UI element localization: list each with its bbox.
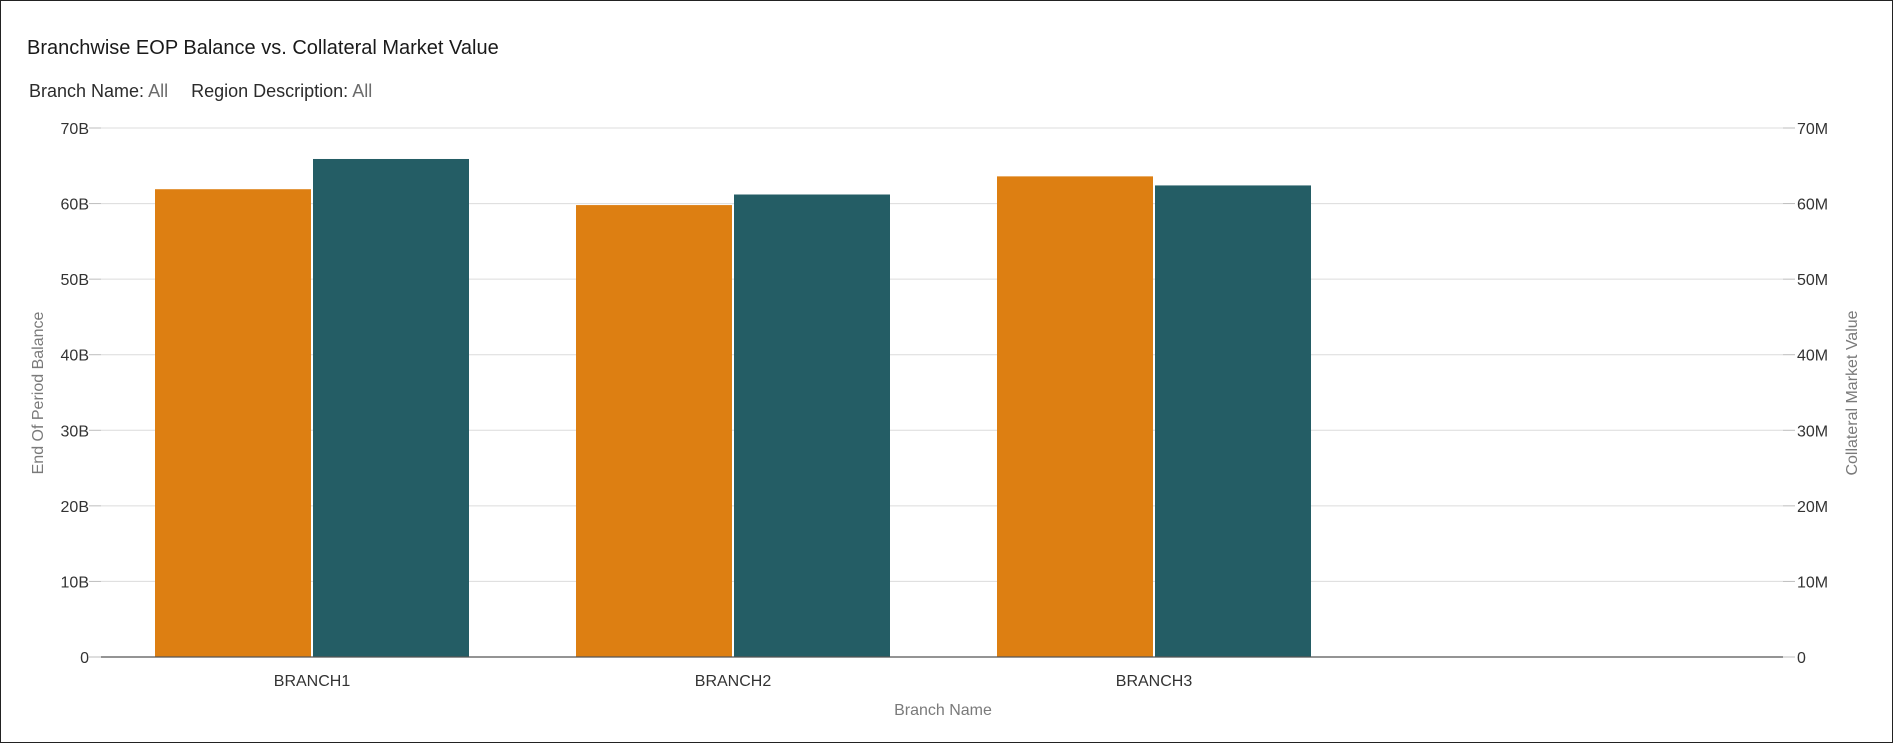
y2-tick-label: 40M [1797,348,1828,365]
bar-branch3-series-1 [997,176,1153,657]
y-tick-label: 50B [61,272,89,289]
bar-branch1-series-2 [313,158,469,657]
bar-branch3-series-2 [1155,185,1311,658]
filter-region-label: Region Description: [191,81,349,101]
filter-summary: Branch Name: All Region Description: All [29,81,372,102]
bar-branch1-series-1 [155,189,311,657]
y2-axis-title: Collateral Market Value [1844,310,1861,475]
x-axis-title: Branch Name [894,702,992,719]
x-tick-label: BRANCH1 [274,673,351,690]
y2-tick-label: 20M [1797,499,1828,516]
y2-tick-label: 70M [1797,121,1828,138]
y2-tick-label: 30M [1797,423,1828,440]
y-axis-title: End Of Period Balance [30,312,47,475]
x-tick-label: BRANCH3 [1116,673,1193,690]
y-tick-label: 30B [61,423,89,440]
y-tick-label: 70B [61,121,89,138]
y-tick-label: 60B [61,197,89,214]
axes: 0 0 10B 10M 20B 20M 30B 30M 40B 40M 50B 50M 60B 60M 70… [61,121,1829,690]
chart-title: Branchwise EOP Balance vs. Collateral Ma… [27,37,499,59]
bars [155,158,1311,658]
filter-branch-value[interactable]: All [148,81,169,101]
y-tick-label: 20B [61,499,89,516]
bar-branch2-series-1 [576,205,732,657]
filter-branch-label: Branch Name: [29,81,145,101]
filter-region-value[interactable]: All [352,81,373,101]
y2-tick-label: 0 [1797,650,1806,667]
y-tick-label: 40B [61,348,89,365]
bar-branch2-series-2 [734,194,890,657]
y-tick-label: 10B [61,574,89,591]
y2-tick-label: 50M [1797,272,1828,289]
y2-tick-label: 60M [1797,197,1828,214]
y-tick-label: 0 [80,650,89,667]
y2-tick-label: 10M [1797,574,1828,591]
x-tick-label: BRANCH2 [695,673,772,690]
